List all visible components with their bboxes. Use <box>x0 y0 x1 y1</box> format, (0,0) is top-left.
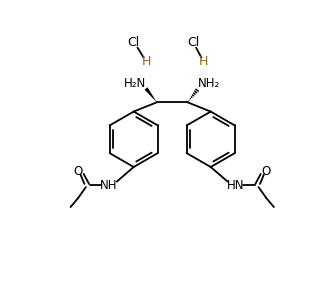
Text: O: O <box>74 165 83 178</box>
Text: H: H <box>141 55 151 68</box>
Polygon shape <box>144 87 157 102</box>
Text: Cl: Cl <box>128 36 140 49</box>
Text: Cl: Cl <box>187 36 199 49</box>
Text: HN: HN <box>226 179 244 192</box>
Text: O: O <box>261 165 271 178</box>
Text: NH₂: NH₂ <box>198 77 220 90</box>
Text: H: H <box>199 55 208 68</box>
Text: H₂N: H₂N <box>124 77 146 90</box>
Text: NH: NH <box>100 179 118 192</box>
